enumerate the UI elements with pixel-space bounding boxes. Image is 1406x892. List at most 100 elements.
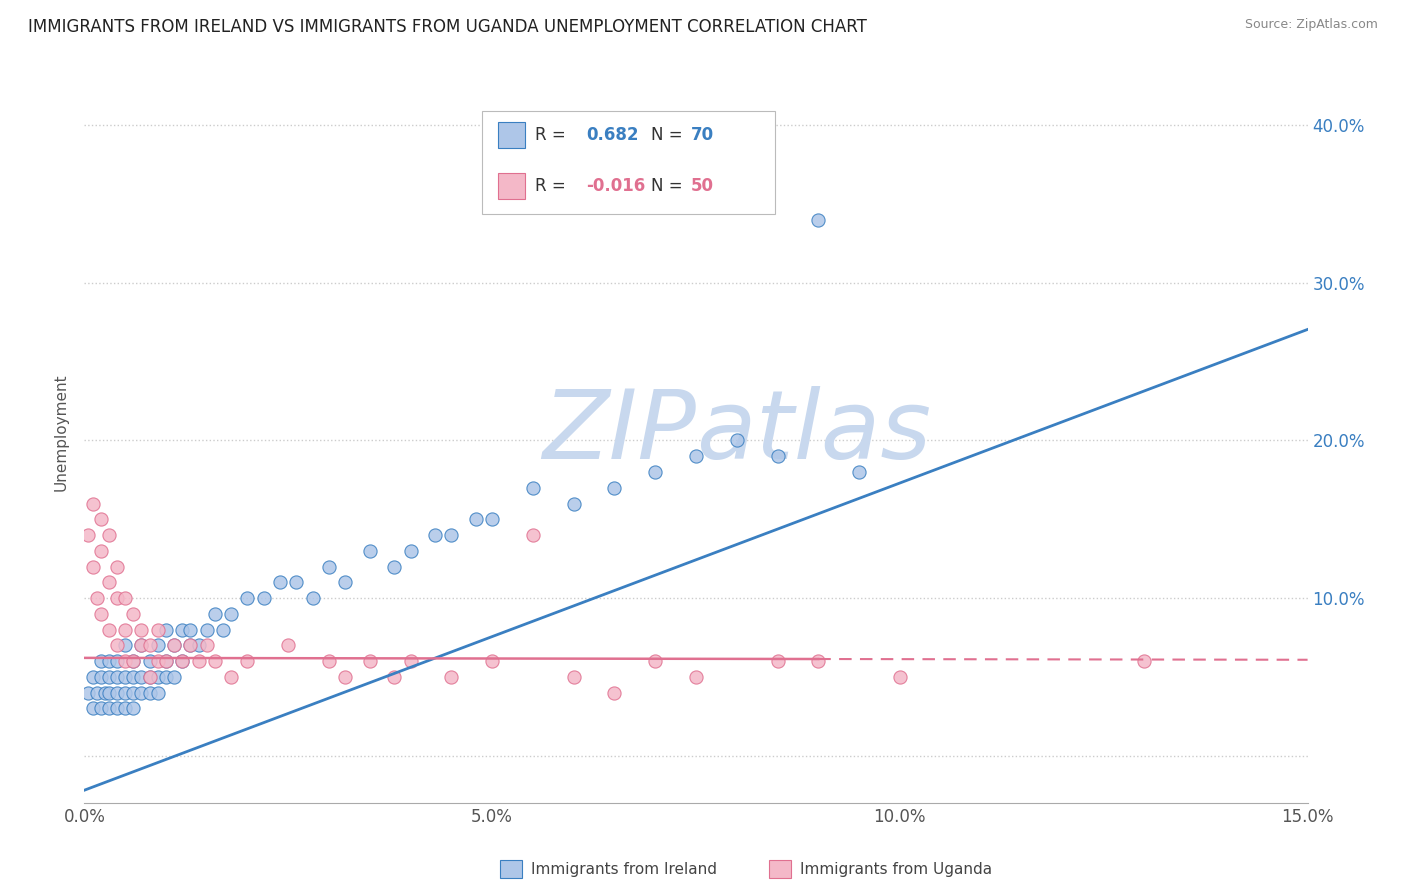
Point <box>105 685 128 699</box>
Point <box>90 701 112 715</box>
Point <box>172 654 194 668</box>
Point <box>82 670 104 684</box>
Point <box>90 512 112 526</box>
Point <box>77 685 100 699</box>
Point <box>122 701 145 715</box>
Point <box>807 213 830 227</box>
Text: IMMIGRANTS FROM IRELAND VS IMMIGRANTS FROM UGANDA UNEMPLOYMENT CORRELATION CHART: IMMIGRANTS FROM IRELAND VS IMMIGRANTS FR… <box>28 18 868 36</box>
Point <box>236 591 259 605</box>
Point <box>105 591 128 605</box>
Point <box>382 670 405 684</box>
Point <box>146 638 169 652</box>
Point <box>131 638 153 652</box>
Point <box>603 685 626 699</box>
Point <box>219 607 242 621</box>
Point <box>204 607 226 621</box>
Point <box>522 481 544 495</box>
Point <box>97 575 120 590</box>
Point <box>131 623 153 637</box>
Point <box>318 559 340 574</box>
Point <box>77 528 100 542</box>
Text: Immigrants from Uganda: Immigrants from Uganda <box>800 862 993 877</box>
Point <box>172 623 194 637</box>
Point <box>122 670 145 684</box>
Point <box>219 670 242 684</box>
Point <box>138 685 160 699</box>
Point <box>562 670 585 684</box>
Point <box>253 591 276 605</box>
Text: 50: 50 <box>692 178 714 195</box>
Point <box>138 670 160 684</box>
Point <box>399 543 422 558</box>
Point <box>97 685 120 699</box>
Text: ZIP: ZIP <box>543 386 696 479</box>
Point <box>172 654 194 668</box>
Point <box>146 685 169 699</box>
Point <box>114 654 136 668</box>
Point <box>82 701 104 715</box>
Point <box>685 449 707 463</box>
Point <box>114 670 136 684</box>
Point <box>155 654 177 668</box>
Text: 70: 70 <box>692 126 714 144</box>
Point <box>93 685 115 699</box>
Point <box>179 623 201 637</box>
Point <box>848 465 870 479</box>
Point <box>187 654 209 668</box>
Point <box>301 591 323 605</box>
Point <box>335 670 357 684</box>
Point <box>122 607 145 621</box>
Point <box>122 685 145 699</box>
Point <box>195 623 218 637</box>
Point <box>138 638 160 652</box>
Point <box>440 670 463 684</box>
FancyBboxPatch shape <box>501 860 522 879</box>
Point <box>807 654 830 668</box>
Point <box>86 591 108 605</box>
FancyBboxPatch shape <box>769 860 792 879</box>
Point <box>131 670 153 684</box>
Point <box>86 685 108 699</box>
Point <box>122 654 145 668</box>
Point <box>122 654 145 668</box>
Point <box>138 670 160 684</box>
Text: Source: ZipAtlas.com: Source: ZipAtlas.com <box>1244 18 1378 31</box>
Point <box>97 701 120 715</box>
Point <box>1133 654 1156 668</box>
Point <box>318 654 340 668</box>
Point <box>685 670 707 684</box>
Point <box>212 623 235 637</box>
Point <box>105 559 128 574</box>
Point <box>97 654 120 668</box>
FancyBboxPatch shape <box>482 111 776 214</box>
Point <box>562 496 585 510</box>
Point <box>105 638 128 652</box>
Point <box>114 701 136 715</box>
Point <box>269 575 291 590</box>
Point <box>114 623 136 637</box>
Point <box>440 528 463 542</box>
Point <box>163 638 186 652</box>
Text: Immigrants from Ireland: Immigrants from Ireland <box>531 862 717 877</box>
Point <box>114 685 136 699</box>
Point <box>146 623 169 637</box>
Point <box>603 481 626 495</box>
Text: -0.016: -0.016 <box>586 178 645 195</box>
FancyBboxPatch shape <box>498 173 524 200</box>
Point <box>464 512 486 526</box>
Y-axis label: Unemployment: Unemployment <box>53 374 69 491</box>
Text: R =: R = <box>534 178 571 195</box>
Point <box>105 670 128 684</box>
Text: atlas: atlas <box>696 386 931 479</box>
Point <box>146 670 169 684</box>
Point <box>644 654 666 668</box>
Point <box>146 654 169 668</box>
Point <box>335 575 357 590</box>
Point <box>105 701 128 715</box>
Point <box>236 654 259 668</box>
Point <box>399 654 422 668</box>
Point <box>179 638 201 652</box>
Point <box>359 654 381 668</box>
Point <box>82 559 104 574</box>
Point <box>155 670 177 684</box>
